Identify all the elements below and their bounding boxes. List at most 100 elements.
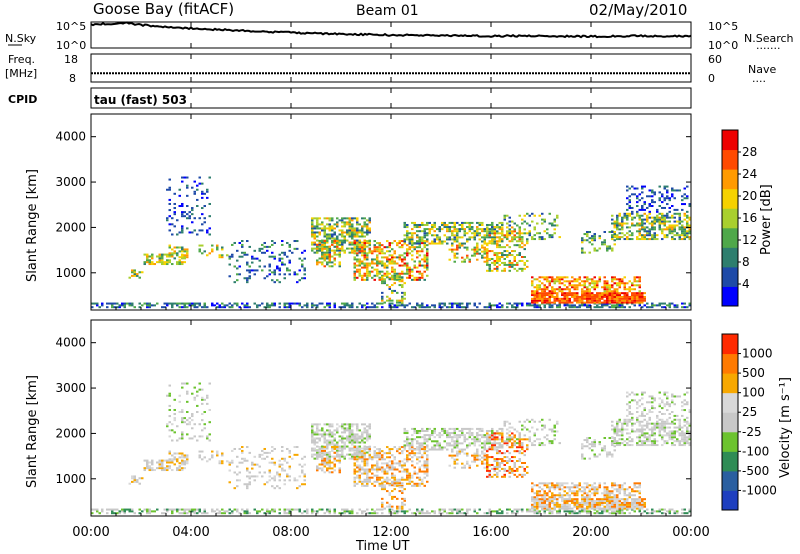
velocity-cell	[438, 510, 441, 513]
velocity-cell	[548, 498, 551, 501]
velocity-cell	[498, 462, 501, 465]
power-cell	[273, 257, 276, 260]
velocity-cell	[376, 456, 379, 459]
power-cell	[496, 240, 499, 243]
velocity-cell	[183, 454, 186, 457]
velocity-cell	[171, 512, 174, 515]
power-cell	[551, 222, 554, 225]
velocity-cell	[326, 510, 329, 513]
power-cell	[361, 276, 364, 279]
ytick-label: 1000	[55, 266, 86, 280]
power-cell	[361, 250, 364, 253]
power-cell	[453, 228, 456, 231]
power-cell	[681, 199, 684, 202]
power-cell	[531, 212, 534, 215]
power-cell	[623, 292, 626, 295]
velocity-cell	[466, 446, 469, 449]
velocity-cell	[443, 429, 446, 432]
velocity-cell	[488, 438, 491, 441]
colorbar-segment	[722, 266, 738, 287]
velocity-cell	[513, 463, 516, 466]
power-cell	[606, 288, 609, 291]
velocity-cell	[253, 479, 256, 482]
power-cell	[506, 306, 509, 309]
power-cell	[468, 230, 471, 233]
power-cell	[466, 240, 469, 243]
power-cell	[503, 218, 506, 221]
power-cell	[336, 223, 339, 226]
velocity-cell	[358, 508, 361, 511]
power-cell	[181, 211, 184, 214]
velocity-cell	[313, 453, 316, 456]
power-cell	[186, 194, 189, 197]
velocity-cell	[411, 444, 414, 447]
power-cell	[411, 306, 414, 309]
power-cell	[543, 292, 546, 295]
power-cell	[661, 306, 664, 309]
power-cell	[353, 246, 356, 249]
power-cell	[201, 213, 204, 216]
velocity-cell	[433, 427, 436, 430]
power-cell	[336, 241, 339, 244]
power-cell	[638, 230, 641, 233]
velocity-cell	[348, 423, 351, 426]
velocity-cell	[566, 501, 569, 504]
power-cell	[386, 246, 389, 249]
power-cell	[323, 257, 326, 260]
power-cell	[398, 258, 401, 261]
power-cell	[616, 284, 619, 287]
power-cell	[626, 232, 629, 235]
power-cell	[428, 306, 431, 309]
power-cell	[406, 268, 409, 271]
power-cell	[471, 228, 474, 231]
velocity-cell	[548, 507, 551, 510]
power-cell	[371, 302, 374, 305]
power-cell	[406, 276, 409, 279]
power-cell	[653, 226, 656, 229]
velocity-cell	[246, 469, 249, 472]
velocity-cell	[486, 512, 489, 515]
velocity-cell	[393, 474, 396, 477]
velocity-cell	[426, 510, 429, 513]
velocity-cell	[596, 512, 599, 515]
power-cell	[321, 255, 324, 258]
power-cell	[183, 250, 186, 253]
velocity-cell	[403, 478, 406, 481]
power-cell	[608, 299, 611, 302]
power-cell	[393, 260, 396, 263]
power-cell	[458, 246, 461, 249]
velocity-cell	[366, 435, 369, 438]
power-cell	[526, 304, 529, 307]
power-cell	[538, 304, 541, 307]
velocity-cell	[526, 471, 529, 474]
velocity-cell	[511, 512, 514, 515]
velocity-cell	[281, 467, 284, 470]
power-cell	[613, 224, 616, 227]
power-cell	[521, 218, 524, 221]
power-cell	[616, 278, 619, 281]
power-cell	[493, 304, 496, 307]
power-cell	[631, 288, 634, 291]
power-cell	[686, 195, 689, 198]
power-cell	[406, 226, 409, 229]
velocity-cell	[551, 498, 554, 501]
power-cell	[186, 184, 189, 187]
power-cell	[168, 253, 171, 256]
velocity-cell	[486, 440, 489, 443]
velocity-cell	[283, 512, 286, 515]
velocity-cell	[461, 448, 464, 451]
power-cell	[431, 223, 434, 226]
power-cell	[496, 236, 499, 239]
velocity-cell	[251, 467, 254, 470]
power-cell	[611, 222, 614, 225]
power-cell	[581, 237, 584, 240]
power-cell	[638, 299, 641, 302]
power-cell	[311, 247, 314, 250]
power-cell	[506, 254, 509, 257]
power-cell	[548, 234, 551, 237]
power-cell	[636, 299, 639, 302]
power-cell	[388, 250, 391, 253]
velocity-cell	[391, 466, 394, 469]
power-cell	[298, 304, 301, 307]
power-cell	[541, 295, 544, 298]
